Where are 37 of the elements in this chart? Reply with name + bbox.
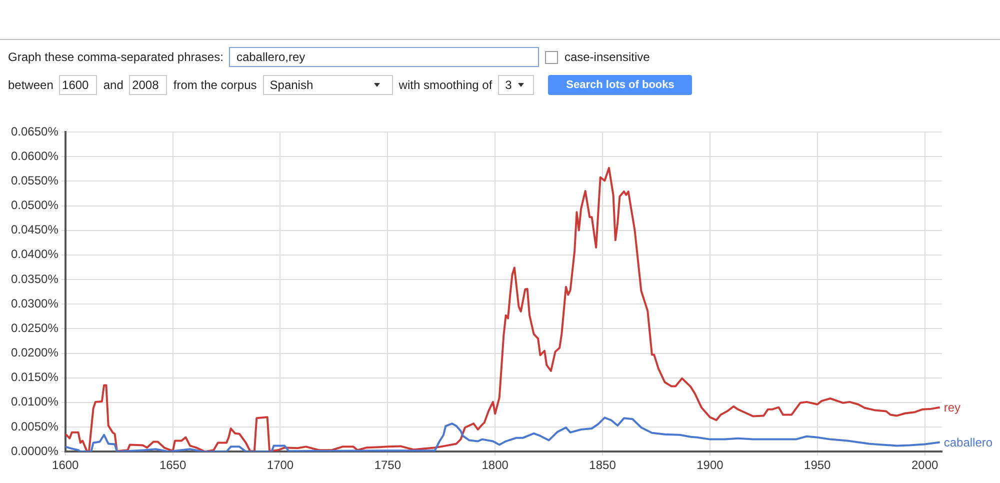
- x-tick-label: 1800: [482, 458, 509, 472]
- y-tick-label: 0.0100%: [11, 394, 59, 409]
- y-tick-label: 0.0150%: [11, 370, 59, 384]
- y-tick-label: 0.0500%: [11, 198, 59, 212]
- x-tick-label: 1900: [696, 458, 724, 472]
- y-tick-label: 0.0350%: [11, 272, 59, 286]
- y-tick-label: 0.0000%: [11, 444, 59, 458]
- text: Spanish: [270, 78, 314, 92]
- y-tick-label: 0.0250%: [11, 320, 59, 335]
- text: Search lots of books: [548, 75, 692, 95]
- y-tick-label: 0.0300%: [11, 296, 59, 310]
- text: case-insensitive: [564, 50, 650, 64]
- y-tick-label: 0.0550%: [11, 173, 59, 188]
- x-tick-label: 1950: [804, 458, 832, 472]
- text: from the corpus: [173, 78, 257, 92]
- text: 3: [505, 78, 512, 92]
- text: with smoothing of: [398, 78, 492, 92]
- y-tick-label: 0.0600%: [11, 148, 59, 163]
- text: 2008: [132, 78, 159, 92]
- series-label: caballero: [944, 436, 993, 450]
- text: Graph these comma-separated phrases:: [8, 50, 224, 64]
- x-tick-label: 1700: [266, 458, 294, 472]
- x-tick-label: 1850: [589, 458, 616, 472]
- y-tick-label: 0.0050%: [11, 419, 59, 434]
- y-tick-label: 0.0400%: [11, 247, 59, 262]
- x-tick-label: 1650: [159, 458, 186, 472]
- text: 1600: [62, 78, 89, 92]
- x-tick-label: 1600: [52, 458, 80, 472]
- y-tick-label: 0.0200%: [11, 346, 59, 360]
- text: caballero,rey: [236, 50, 306, 64]
- x-tick-label: 1750: [374, 458, 402, 472]
- x-tick-label: 2000: [911, 458, 938, 472]
- text: and: [103, 78, 124, 92]
- y-tick-label: 0.0450%: [11, 222, 59, 237]
- text: between: [8, 78, 54, 92]
- y-tick-label: 0.0650%: [11, 124, 59, 138]
- series-label: rey: [944, 400, 961, 415]
